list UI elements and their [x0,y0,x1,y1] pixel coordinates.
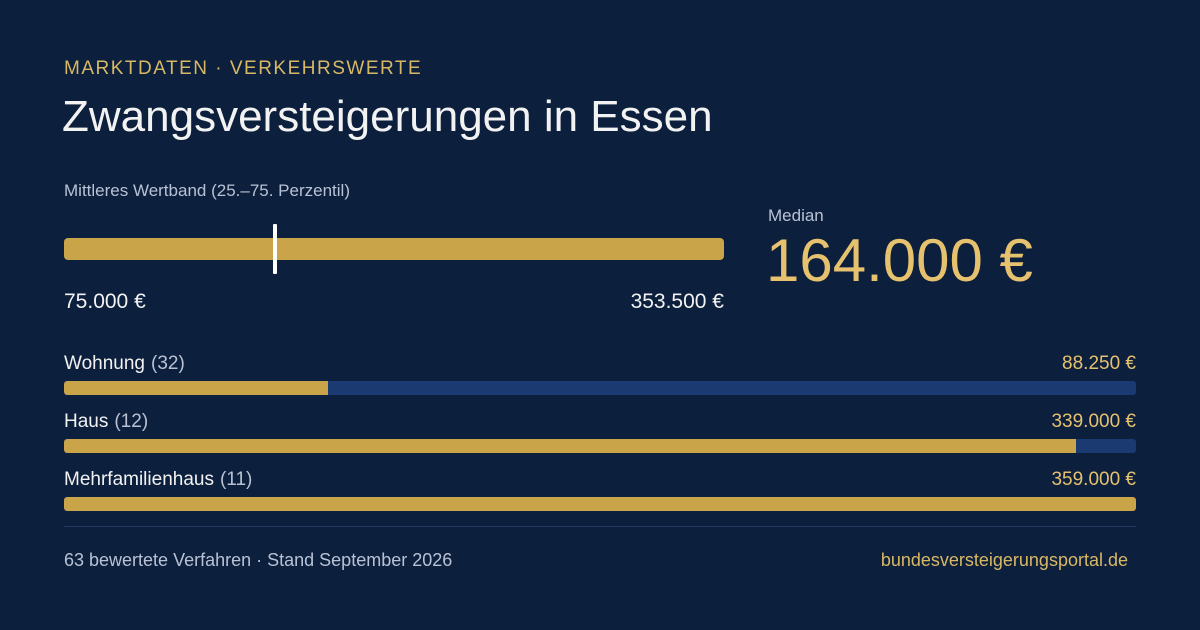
band-min-label: 75.000 € [64,290,146,313]
eyebrow: MARKTDATEN · VERKEHRSWERTE [64,58,423,79]
category-row: Haus (12) 339.000 € [64,411,1136,463]
category-row: Mehrfamilienhaus (11) 359.000 € [64,469,1136,521]
footer-meta: 63 bewertete Verfahren · Stand September… [64,550,453,570]
source-link[interactable]: bundesversteigerungsportal.de [880,550,1128,570]
category-value: 359.000 € [1051,469,1136,490]
category-name: Wohnung (32) [64,353,185,375]
category-value: 339.000 € [1051,411,1136,432]
category-count: (12) [114,411,149,432]
category-value: 88.250 € [1062,353,1136,374]
band-range-bar [64,238,724,260]
band-max-label: 353.500 € [630,290,724,313]
category-label: Wohnung [64,353,145,374]
page-title: Zwangsversteigerungen in Essen [62,92,713,141]
category-row: Wohnung (32) 88.250 € [64,353,1136,405]
category-bar [64,439,1077,453]
divider [64,526,1136,527]
category-label: Haus [64,411,109,432]
category-track [64,497,1136,511]
band-label: Mittleres Wertband (25.–75. Perzentil) [64,181,350,200]
category-name: Haus (12) [64,411,148,433]
category-bar [64,381,328,395]
median-value: 164.000 € [766,227,1033,294]
category-track [64,381,1136,395]
category-count: (11) [219,469,253,490]
category-track [64,439,1136,453]
category-bar [64,497,1136,511]
category-name: Mehrfamilienhaus (11) [64,469,252,491]
median-marker [272,224,277,274]
category-label: Mehrfamilienhaus [64,469,214,490]
category-count: (32) [151,353,185,374]
median-label: Median [768,206,824,225]
